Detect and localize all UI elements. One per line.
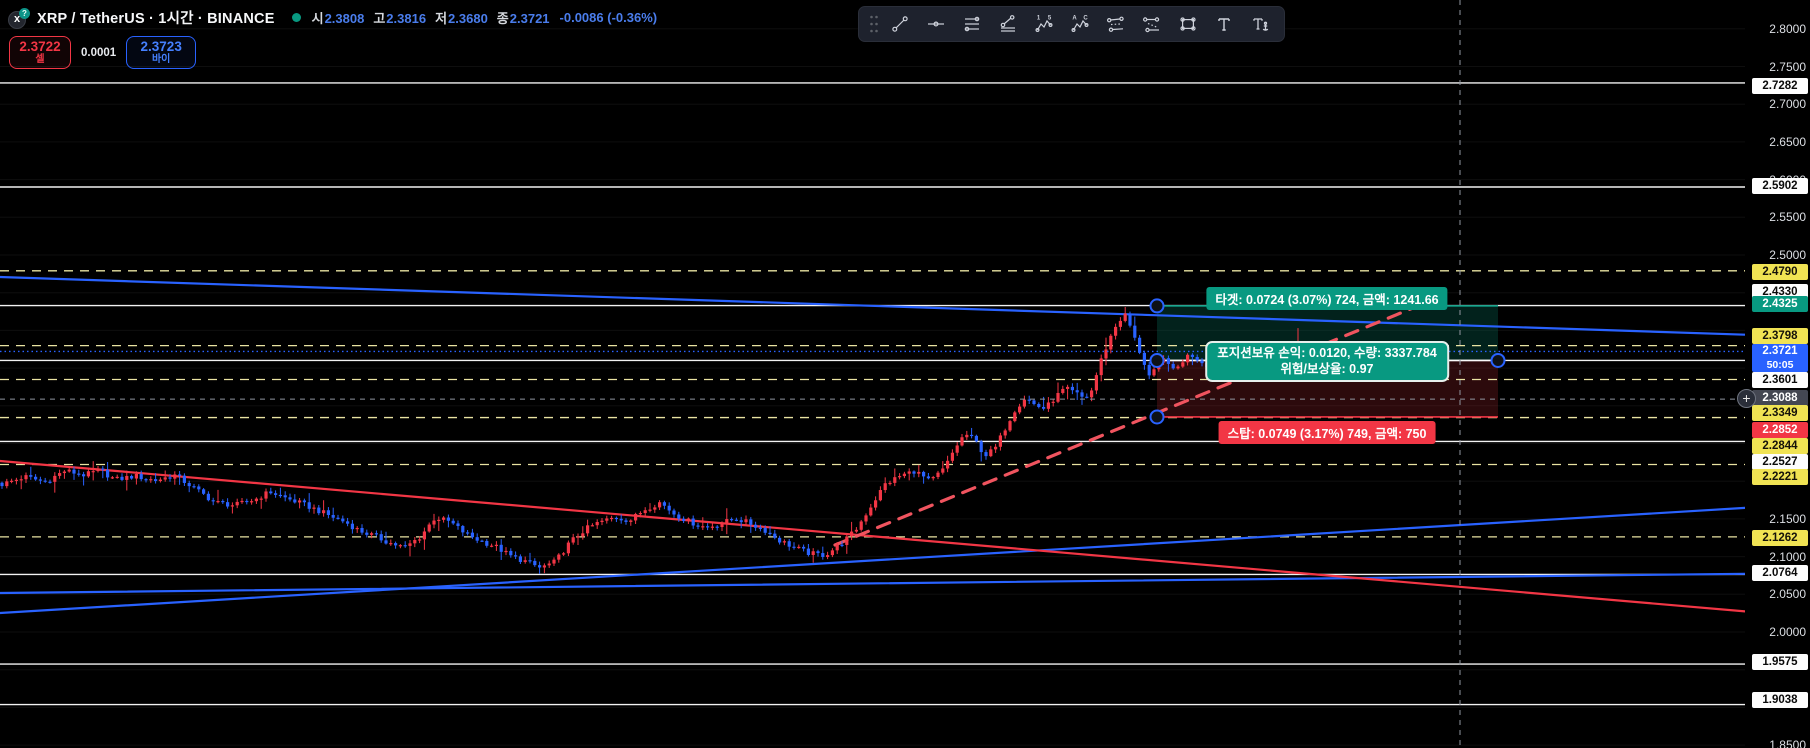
order-panel: 2.3722 셀 0.0001 2.3723 바이 bbox=[9, 36, 197, 69]
price-tick-label: 2.5000 bbox=[1769, 248, 1806, 262]
ohlc-label: 종 bbox=[496, 11, 509, 26]
buy-button[interactable]: 2.3723 바이 bbox=[126, 36, 197, 69]
ohlc-readout: 시2.3808 고2.3816 저2.3680 종2.3721 -0.0086 (-0.… bbox=[312, 8, 658, 27]
price-tick-label: 2.1500 bbox=[1769, 511, 1806, 526]
price-chip-1.9575: 1.9575 bbox=[1752, 654, 1808, 670]
parallel-channel-tool-icon[interactable] bbox=[1098, 9, 1133, 39]
price-chip-2.1262: 2.1262 bbox=[1752, 530, 1808, 546]
svg-text:5: 5 bbox=[1047, 16, 1051, 22]
price-chip-1.9038: 1.9038 bbox=[1752, 692, 1808, 708]
toolbar-drag-handle-icon[interactable] bbox=[866, 9, 881, 39]
price-chip-2.3088: 2.3088 bbox=[1752, 390, 1808, 406]
svg-text:1: 1 bbox=[1036, 16, 1040, 22]
gridlines-layer bbox=[0, 28, 1745, 746]
price-chip-2.7282: 2.7282 bbox=[1752, 78, 1808, 94]
price-chip-2.0764: 2.0764 bbox=[1752, 565, 1808, 581]
text-tool-icon[interactable] bbox=[1206, 9, 1241, 39]
price-chip-2.4325: 2.4325 bbox=[1752, 296, 1808, 312]
price-chip-2.2527: 2.2527 bbox=[1752, 454, 1808, 470]
price-tick-label: 2.8000 bbox=[1769, 21, 1806, 36]
ohlc-value: 2.3816 bbox=[386, 11, 427, 26]
symbol-badge-icon: ? bbox=[19, 7, 30, 19]
svg-text:C: C bbox=[1083, 16, 1088, 22]
crosshair bbox=[0, 0, 1745, 748]
ohlc-label: 시 bbox=[311, 11, 324, 26]
price-chip-2.3349: 2.3349 bbox=[1752, 405, 1808, 421]
spread-value: 0.0001 bbox=[81, 46, 117, 59]
price-tick-label: 2.7500 bbox=[1769, 59, 1806, 74]
axis-plus-button[interactable]: + bbox=[1737, 389, 1756, 408]
ohlc-value: 2.3680 bbox=[448, 11, 488, 26]
position-pnl-label[interactable]: 포지션보유 손익: 0.0120, 수량: 3337.784 위험/보상율: 0… bbox=[1205, 341, 1449, 382]
symbol-logo-icon: x ? bbox=[8, 7, 30, 29]
target-label[interactable]: 타겟: 0.0724 (3.07%) 724, 금액: 1241.66 bbox=[1206, 287, 1448, 310]
anchored-text-tool-icon[interactable] bbox=[1242, 9, 1277, 39]
price-tick-label: 2.0500 bbox=[1769, 587, 1806, 602]
ohlc-label: 고 bbox=[373, 11, 386, 26]
ohlc-value: 2.3721 bbox=[509, 11, 550, 26]
price-chip-2.5902: 2.5902 bbox=[1752, 178, 1808, 194]
fib-retracement-tool-icon[interactable] bbox=[954, 9, 989, 39]
trend-based-fib-tool-icon[interactable] bbox=[990, 9, 1025, 39]
sell-button[interactable]: 2.3722 셀 bbox=[9, 36, 71, 69]
symbol-title[interactable]: XRP / TetherUS · 1시간 · BINANCE bbox=[37, 11, 275, 27]
horizontal-line-tool-icon[interactable] bbox=[918, 9, 953, 39]
price-chip-2.3798: 2.3798 bbox=[1752, 328, 1808, 344]
disjoint-channel-tool-icon[interactable] bbox=[1134, 9, 1169, 39]
price-chip-2.2844: 2.2844 bbox=[1752, 438, 1808, 454]
price-tick-label: 2.7000 bbox=[1769, 97, 1806, 112]
bar-countdown: 50:05 bbox=[1766, 358, 1794, 371]
price-tick-label: 2.5500 bbox=[1769, 210, 1806, 225]
price-chip-2.4790: 2.4790 bbox=[1752, 264, 1808, 280]
position-handles[interactable] bbox=[1149, 298, 1506, 425]
rectangle-tool-icon[interactable] bbox=[1170, 9, 1205, 39]
ohlc-label: 저 bbox=[435, 11, 448, 26]
stop-label[interactable]: 스탑: 0.0749 (3.17%) 749, 금액: 750 bbox=[1218, 421, 1436, 444]
svg-text:A: A bbox=[1072, 16, 1077, 22]
symbol-header: x ? XRP / TetherUS · 1시간 · BINANCE 시2.38… bbox=[8, 7, 658, 29]
market-open-dot-icon bbox=[291, 13, 301, 22]
price-chip-2.2852: 2.2852 bbox=[1752, 422, 1808, 438]
candles-layer bbox=[0, 307, 1305, 574]
change-value: -0.0086 (-0.36%) bbox=[559, 10, 658, 25]
price-chip-2.3721: 2.3721 50:05 bbox=[1752, 344, 1808, 373]
price-chip-2.3601: 2.3601 bbox=[1752, 372, 1808, 388]
price-tick-label: 1.8500 bbox=[1769, 738, 1806, 748]
trend-line-tool-icon[interactable] bbox=[882, 9, 917, 39]
price-tick-label: 2.6500 bbox=[1769, 134, 1806, 149]
ohlc-value: 2.3808 bbox=[324, 11, 365, 26]
price-tick-label: 2.1000 bbox=[1769, 549, 1806, 564]
price-axis[interactable]: 2.80002.75002.70002.65002.60002.55002.50… bbox=[1745, 0, 1810, 748]
price-tick-label: 2.0000 bbox=[1769, 625, 1806, 639]
price-chip-2.2221: 2.2221 bbox=[1752, 469, 1808, 485]
